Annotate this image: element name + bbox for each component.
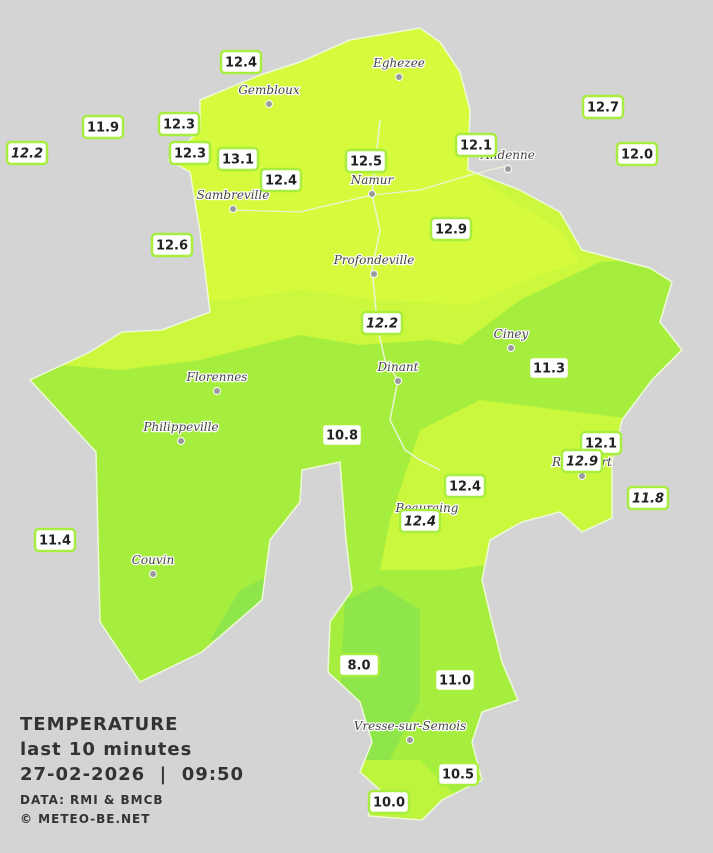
station-value: 12.4	[404, 515, 436, 530]
city-label: Ciney	[494, 327, 529, 341]
station-box	[560, 448, 604, 474]
station-box	[360, 310, 404, 336]
station-box	[454, 132, 498, 158]
station-box	[429, 216, 473, 242]
station-value: 11.0	[439, 674, 471, 689]
city-dot	[213, 387, 221, 395]
station-box	[216, 146, 260, 172]
station-value: 10.5	[442, 768, 474, 783]
station-value: 12.3	[163, 118, 195, 133]
stations: 12.4 11.9 12.3 12.2 12.3 13.1 12.4 12.5 12.1 12.7…	[5, 49, 670, 815]
city-dot	[394, 377, 402, 385]
legend-title: TEMPERATURE	[20, 714, 178, 735]
city-label: Philippeville	[142, 420, 218, 434]
station-value: 11.9	[87, 121, 119, 136]
city-dot	[406, 736, 414, 744]
station-value: 11.3	[533, 362, 565, 377]
station-value: 12.9	[435, 223, 467, 238]
city-dot	[507, 344, 515, 352]
station-value: 12.2	[366, 317, 398, 332]
river	[229, 164, 511, 213]
city-dot	[368, 190, 376, 198]
station-box	[367, 789, 411, 815]
station-value: 12.4	[449, 480, 481, 495]
city-label: Sambreville	[197, 188, 270, 202]
legend-source: DATA: RMI & BMCB	[20, 793, 164, 807]
station-box	[615, 141, 659, 167]
city-label: Namur	[350, 173, 395, 187]
station-box	[157, 111, 201, 137]
city-label: Gembloux	[238, 83, 300, 97]
station-box	[168, 140, 212, 166]
station-value: 12.9	[566, 455, 598, 470]
station-value: 12.4	[265, 174, 297, 189]
station-value: 12.4	[225, 56, 257, 71]
station-value: 12.7	[587, 101, 619, 116]
station-value: 12.6	[156, 239, 188, 254]
city-dot	[578, 472, 586, 480]
station-box	[398, 508, 442, 534]
station-box	[443, 473, 487, 499]
station-box	[344, 148, 388, 174]
legend-timestamp: 27-02-2026 | 09:50	[20, 764, 244, 785]
station-box	[433, 667, 477, 693]
city-label: Eghezee	[372, 56, 425, 70]
station-box	[219, 49, 263, 75]
legend-subtitle: last 10 minutes	[20, 739, 192, 760]
station-box	[337, 652, 381, 678]
city-label: Dinant	[377, 360, 419, 374]
city-dot	[395, 73, 403, 81]
station-box	[81, 114, 125, 140]
station-box	[581, 94, 625, 120]
station-value: 11.4	[39, 534, 71, 549]
station-value: 11.8	[632, 492, 664, 507]
river	[371, 119, 441, 471]
legend-copyright: © METEO-BE.NET	[20, 812, 150, 826]
city-dot	[229, 205, 237, 213]
station-box	[150, 232, 194, 258]
station-value: 12.3	[174, 147, 206, 162]
city-label: Couvin	[132, 553, 174, 567]
city-dot	[177, 437, 185, 445]
station-box	[259, 167, 303, 193]
station-box	[626, 485, 670, 511]
city-label: Vresse-sur-Semois	[354, 719, 467, 733]
city-label: Florennes	[186, 370, 248, 384]
station-box	[5, 140, 49, 166]
station-value: 10.8	[326, 429, 358, 444]
station-value: 12.1	[460, 139, 492, 154]
city-dot	[504, 165, 512, 173]
station-box	[527, 355, 571, 381]
city-dot	[265, 100, 273, 108]
city-dot	[370, 270, 378, 278]
station-value: 10.0	[373, 796, 405, 811]
station-value: 12.2	[11, 147, 43, 162]
station-box	[320, 422, 364, 448]
station-value: 12.5	[350, 155, 382, 170]
station-value: 12.1	[585, 437, 617, 452]
station-box	[33, 527, 77, 553]
station-value: 13.1	[222, 153, 254, 168]
station-box	[436, 761, 480, 787]
city-label: Profondeville	[333, 253, 415, 267]
station-value: 12.0	[621, 148, 653, 163]
city-dot	[149, 570, 157, 578]
station-value: 8.0	[347, 659, 370, 674]
